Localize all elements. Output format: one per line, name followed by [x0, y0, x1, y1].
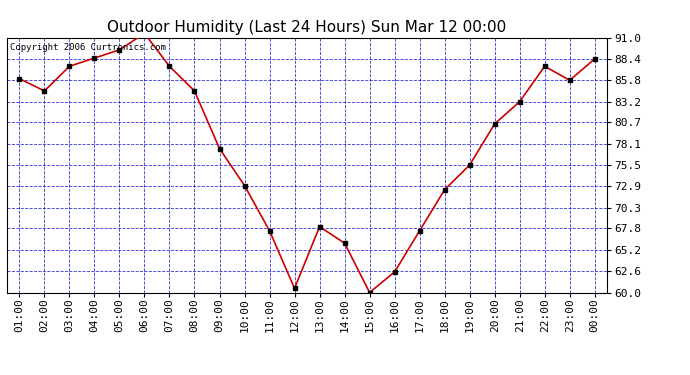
Text: Copyright 2006 Curtronics.com: Copyright 2006 Curtronics.com — [10, 43, 166, 52]
Title: Outdoor Humidity (Last 24 Hours) Sun Mar 12 00:00: Outdoor Humidity (Last 24 Hours) Sun Mar… — [108, 20, 506, 35]
